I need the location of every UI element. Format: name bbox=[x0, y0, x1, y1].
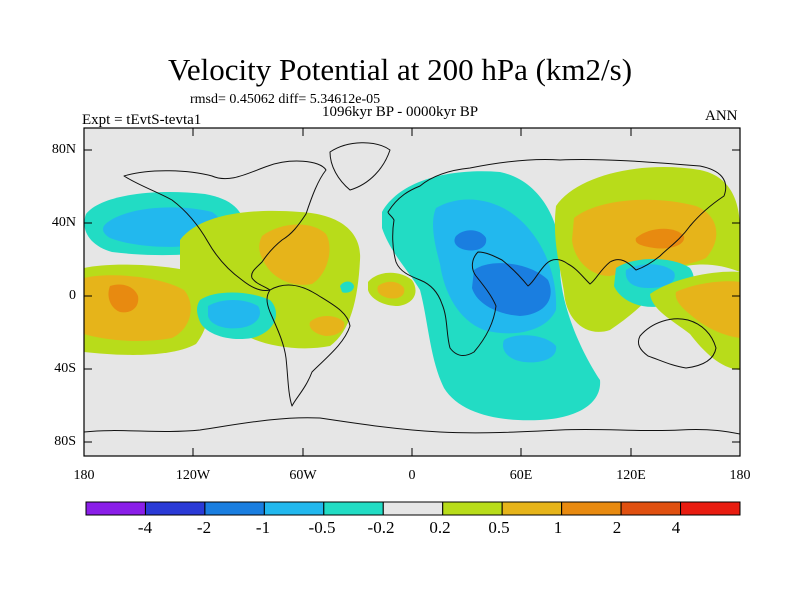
colorbar-label-9: 4 bbox=[671, 518, 681, 537]
contour-sw-pacific-pos-mid bbox=[675, 281, 740, 338]
season-label: ANN bbox=[705, 108, 738, 124]
colorbar-swatch-5 bbox=[382, 501, 444, 516]
field-layer bbox=[84, 128, 740, 456]
colorbar-swatch-7 bbox=[501, 501, 563, 516]
experiment-label: Expt = tEvtS-tevta1 bbox=[82, 112, 202, 128]
colorbar-label-4: -0.2 bbox=[367, 518, 395, 537]
lat-label-80s: 80S bbox=[54, 434, 76, 449]
coastline-australia bbox=[637, 318, 717, 369]
lat-label-0: 0 bbox=[69, 288, 76, 303]
colorbar-swatch-6 bbox=[442, 501, 503, 516]
stats-line: rmsd= 0.45062 diff= 5.34612e-05 bbox=[190, 92, 381, 107]
colorbar-swatch-2 bbox=[204, 501, 265, 516]
colorbar-swatch-4 bbox=[323, 501, 384, 516]
colorbar-swatch-8 bbox=[561, 501, 622, 516]
lat-label-40n: 40N bbox=[51, 215, 76, 230]
lon-label-60w: 60W bbox=[289, 468, 317, 483]
contour-japan-pos-strong bbox=[635, 228, 685, 249]
contour-west-pacific-neg-mid bbox=[625, 264, 675, 288]
colorbar bbox=[85, 501, 741, 516]
colorbar-label-7: 1 bbox=[553, 518, 563, 537]
colorbar-label-8: 2 bbox=[612, 518, 622, 537]
contour-central-pacific-pos-strong bbox=[108, 284, 139, 313]
colorbar-label-0: -4 bbox=[137, 518, 153, 537]
colorbar-swatch-3 bbox=[263, 501, 325, 516]
colorbar-swatch-1 bbox=[144, 501, 206, 516]
lon-label-0: 0 bbox=[408, 468, 416, 483]
lon-label-60e: 60E bbox=[509, 468, 533, 483]
axis-ticks bbox=[83, 128, 741, 456]
colorbar-swatch-9 bbox=[620, 501, 682, 516]
coastline-eurasia-africa bbox=[387, 158, 727, 356]
contour-south-indian-neg-mid bbox=[502, 335, 557, 363]
lon-label-120w: 120W bbox=[175, 468, 211, 483]
contour-mideast-neg-strong bbox=[454, 230, 487, 251]
lon-label-180e: 180 bbox=[729, 468, 751, 483]
period-label: 1096kyr BP - 0000kyr BP bbox=[322, 104, 479, 120]
colorbar-label-5: 0.2 bbox=[429, 518, 451, 537]
colorbar-label-3: -0.5 bbox=[308, 518, 336, 537]
colorbar-label-1: -2 bbox=[196, 518, 212, 537]
lat-label-40s: 40S bbox=[54, 361, 76, 376]
coastline-north-america bbox=[123, 160, 327, 291]
coastline-antarctica bbox=[84, 417, 740, 435]
lon-label-120e: 120E bbox=[616, 468, 646, 483]
plot-title: Velocity Potential at 200 hPa (km2/s) bbox=[167, 52, 633, 87]
contour-indian-neg-strong bbox=[472, 263, 551, 316]
contour-caribbean-pos-mid bbox=[259, 224, 330, 285]
coastline-greenland bbox=[329, 142, 391, 191]
contour-south-america-pos-mid bbox=[309, 316, 345, 336]
coastlines bbox=[84, 142, 740, 435]
colorbar-swatch-10 bbox=[680, 501, 741, 516]
lon-label-180w: 180 bbox=[73, 468, 95, 483]
colorbar-label-2: -1 bbox=[255, 518, 271, 537]
contour-atlantic-neg-spot bbox=[340, 281, 354, 293]
contour-atlantic-pos-mid bbox=[377, 281, 405, 299]
lat-label-80n: 80N bbox=[51, 142, 76, 157]
contour-east-pacific-neg-mid bbox=[208, 300, 260, 329]
colorbar-label-6: 0.5 bbox=[488, 518, 510, 537]
colorbar-swatch-0 bbox=[85, 501, 146, 516]
coastline-south-america bbox=[266, 284, 351, 407]
